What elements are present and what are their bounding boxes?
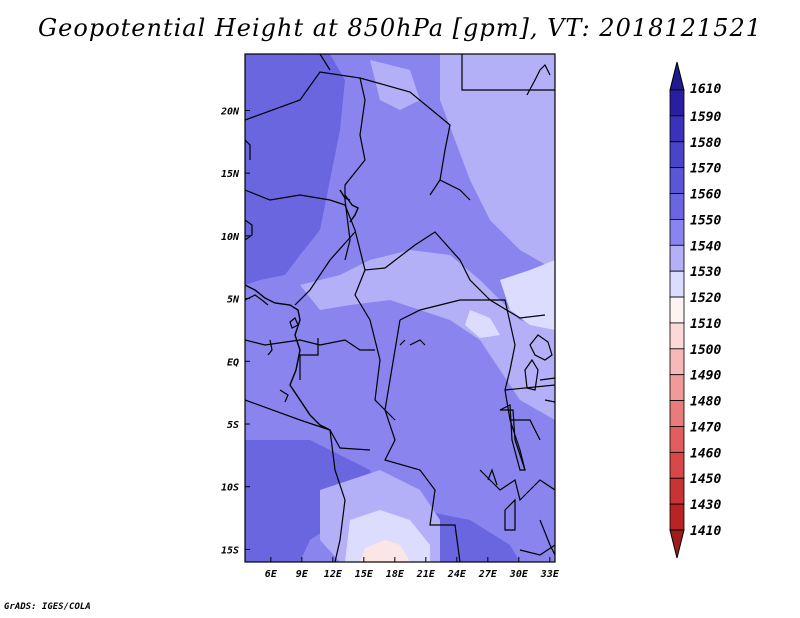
field-region-1550-west xyxy=(245,54,345,285)
colorbar-level-label: 1580 xyxy=(690,136,721,151)
colorbar-swatch xyxy=(669,141,685,169)
field-region-1530-northeast xyxy=(440,54,555,270)
lon-tick-label: 9E xyxy=(296,569,309,580)
colorbar-swatch xyxy=(669,244,685,272)
colorbar-swatch xyxy=(669,400,685,427)
colorbar-swatch xyxy=(669,348,685,376)
colorbar-top-arrow xyxy=(669,61,685,91)
colorbar-swatch xyxy=(669,167,685,194)
colorbar-level-label: 1540 xyxy=(690,239,721,254)
lon-tick-label: 18E xyxy=(386,569,405,580)
colorbar-swatch xyxy=(669,477,685,505)
field-region-1530-north xyxy=(370,60,420,110)
lat-tick-label: 10N xyxy=(221,232,240,243)
lon-tick-label: 21E xyxy=(416,569,436,580)
colorbar-level-label: 1460 xyxy=(690,446,721,461)
colorbar-swatch xyxy=(669,193,685,220)
colorbar-swatch xyxy=(669,296,685,324)
lat-tick-label: 5S xyxy=(227,420,239,431)
colorbar-level-label: 1430 xyxy=(690,498,721,513)
lat-tick-label: 15N xyxy=(221,169,240,180)
field-region-1520-east xyxy=(500,260,555,330)
colorbar-swatch xyxy=(669,89,685,117)
grads-credit: GrADS: IGES/COLA xyxy=(4,602,91,612)
lat-tick-label: 10S xyxy=(221,483,239,494)
colorbar-level-label: 1500 xyxy=(690,343,721,358)
field-region-1520-central xyxy=(465,310,500,338)
lon-tick-label: 12E xyxy=(324,569,343,580)
colorbar-level-label: 1410 xyxy=(690,524,721,539)
colorbar-swatch xyxy=(669,503,685,531)
colorbar-level-label: 1550 xyxy=(690,213,721,228)
lon-tick-label: 15E xyxy=(355,569,374,580)
lon-tick-label: 6E xyxy=(265,569,278,580)
field-region-1550-south xyxy=(420,510,520,562)
colorbar-swatch xyxy=(669,322,685,350)
colorbar-level-label: 1560 xyxy=(690,188,721,203)
lon-tick-label: 24E xyxy=(447,569,467,580)
country-boundaries xyxy=(245,54,555,562)
colorbar-swatch xyxy=(669,270,685,298)
colorbar-swatch xyxy=(669,451,685,479)
colorbar-level-label: 1570 xyxy=(690,162,721,177)
colorbar-level-label: 1470 xyxy=(690,420,721,435)
lon-tick-label: 30E xyxy=(509,569,529,580)
colorbar-swatch xyxy=(669,115,685,143)
latitude-axis: 20N 15N 10N 5N EQ 5S 10S 15S xyxy=(220,106,250,556)
colorbar-swatch xyxy=(669,374,685,401)
colorbar-level-label: 1590 xyxy=(690,110,721,125)
colorbar-level-label: 1490 xyxy=(690,369,721,384)
coastline xyxy=(245,189,359,431)
longitude-axis: 6E 9E 12E 15E 18E 21E 24E 27E 30E 33E xyxy=(265,557,560,580)
map-frame xyxy=(244,53,556,563)
colorbar: 1610 1590 1580 1570 1560 1550 1540 1530 1520 1510… xyxy=(669,61,721,559)
lon-tick-label: 33E xyxy=(540,569,560,580)
field-region-1530-central xyxy=(300,250,555,420)
map-panel xyxy=(245,54,555,562)
lat-tick-label: 15S xyxy=(221,545,239,556)
colorbar-bottom-arrow xyxy=(669,529,685,559)
field-region-1550-northwest xyxy=(245,54,300,95)
colorbar-level-label: 1510 xyxy=(690,317,721,332)
colorbar-level-label: 1520 xyxy=(690,291,721,306)
colorbar-swatch xyxy=(669,426,685,453)
lat-tick-label: 5N xyxy=(227,295,240,306)
lat-tick-label: 20N xyxy=(220,106,240,117)
lat-tick-label: EQ xyxy=(227,357,239,368)
colorbar-level-label: 1450 xyxy=(690,472,721,487)
chart-title: Geopotential Height at 850hPa [gpm], VT:… xyxy=(38,14,762,42)
colorbar-level-label: 1530 xyxy=(690,265,721,280)
colorbar-level-label: 1480 xyxy=(690,395,721,410)
colorbar-level-label: 1610 xyxy=(690,82,721,97)
colorbar-swatch xyxy=(669,219,685,246)
field-region-1510 xyxy=(360,540,410,562)
field-region-1550-southwest xyxy=(245,440,380,562)
lon-tick-label: 27E xyxy=(478,569,498,580)
